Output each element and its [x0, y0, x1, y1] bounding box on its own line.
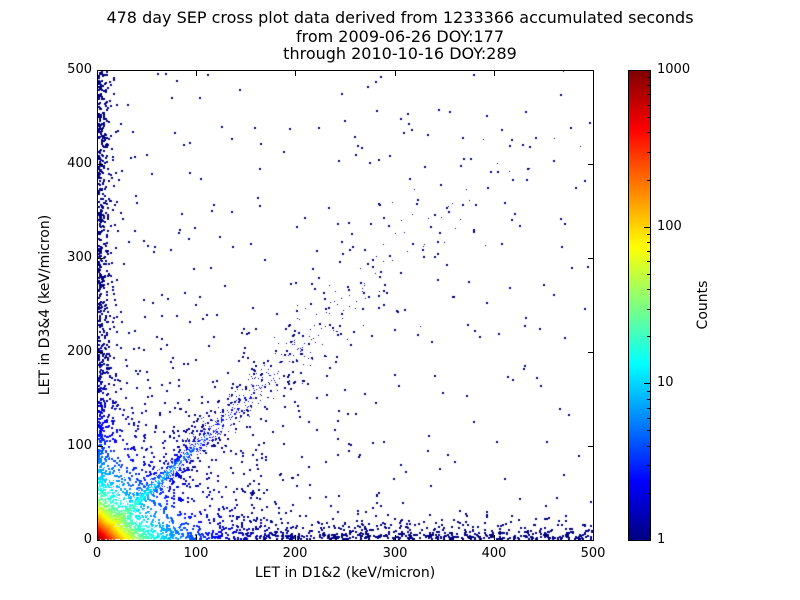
y-tick-label: 0 [83, 532, 92, 547]
y-tick-mark [98, 258, 103, 259]
x-tick-mark [494, 535, 495, 540]
x-tick-mark [593, 535, 594, 540]
x-tick-mark-top [494, 71, 495, 76]
colorbar-minor-tick-mark [647, 274, 650, 275]
colorbar-minor-tick-mark [647, 261, 650, 262]
colorbar-minor-tick-mark [647, 446, 650, 447]
colorbar-minor-tick-mark [647, 465, 650, 466]
colorbar-minor-tick-mark [647, 242, 650, 243]
y-tick-mark [98, 446, 103, 447]
y-tick-mark-right [588, 352, 593, 353]
chart-subtitle-through: through 2010-10-16 DOY:289 [283, 44, 517, 63]
y-tick-mark [98, 540, 103, 541]
x-tick-mark-top [97, 71, 98, 76]
y-tick-mark [98, 164, 103, 165]
x-tick-mark [97, 535, 98, 540]
x-tick-mark [196, 535, 197, 540]
colorbar-minor-tick-mark [647, 493, 650, 494]
colorbar-tick-label: 10 [657, 375, 674, 390]
colorbar-label: Counts [695, 280, 711, 330]
y-tick-mark-right [588, 540, 593, 541]
colorbar-minor-tick-mark [647, 418, 650, 419]
x-tick-label: 200 [282, 546, 308, 561]
colorbar-minor-tick-mark [647, 408, 650, 409]
x-tick-mark-top [196, 71, 197, 76]
scatter-canvas [98, 71, 593, 540]
colorbar-minor-tick-mark [647, 105, 650, 106]
chart-subtitle-from: from 2009-06-26 DOY:177 [295, 27, 504, 46]
y-tick-label: 500 [67, 62, 92, 77]
x-tick-mark-top [395, 71, 396, 76]
colorbar-minor-tick-mark [647, 94, 650, 95]
colorbar-tick-label: 100 [657, 219, 682, 234]
colorbar-minor-tick-mark [647, 336, 650, 337]
y-tick-mark [98, 352, 103, 353]
colorbar-minor-tick-mark [647, 77, 650, 78]
y-tick-mark [98, 70, 103, 71]
colorbar-minor-tick-mark [647, 309, 650, 310]
y-tick-mark-right [588, 164, 593, 165]
x-tick-mark [395, 535, 396, 540]
colorbar-minor-tick-mark [647, 132, 650, 133]
chart-title: 478 day SEP cross plot data derived from… [106, 8, 694, 27]
y-tick-mark-right [588, 258, 593, 259]
colorbar-minor-tick-mark [647, 152, 650, 153]
y-tick-label: 200 [67, 344, 92, 359]
colorbar-minor-tick-mark [647, 251, 650, 252]
x-tick-label: 100 [183, 546, 209, 561]
colorbar-tick-mark [644, 540, 650, 541]
x-tick-label: 0 [92, 546, 102, 561]
y-axis-label: LET in D3&4 (keV/micron) [37, 214, 53, 396]
x-tick-label: 400 [481, 546, 507, 561]
colorbar-minor-tick-mark [647, 180, 650, 181]
y-tick-label: 100 [67, 438, 92, 453]
x-tick-label: 500 [580, 546, 606, 561]
colorbar-minor-tick-mark [647, 85, 650, 86]
colorbar-minor-tick-mark [647, 391, 650, 392]
y-tick-mark-right [588, 446, 593, 447]
colorbar-minor-tick-mark [647, 399, 650, 400]
colorbar-tick-label: 1000 [657, 62, 691, 77]
colorbar-tick-mark [644, 227, 650, 228]
colorbar-minor-tick-mark [647, 289, 650, 290]
y-tick-label: 400 [67, 156, 92, 171]
y-tick-mark-right [588, 70, 593, 71]
colorbar-minor-tick-mark [647, 234, 650, 235]
colorbar-minor-tick-mark [647, 117, 650, 118]
x-tick-mark [295, 535, 296, 540]
colorbar-tick-label: 1 [657, 532, 666, 547]
x-axis-label: LET in D1&2 (keV/micron) [254, 565, 436, 581]
colorbar [628, 70, 651, 541]
colorbar-minor-tick-mark [647, 430, 650, 431]
colorbar-tick-mark [644, 70, 650, 71]
colorbar-tick-mark [644, 383, 650, 384]
x-tick-mark-top [295, 71, 296, 76]
x-tick-label: 300 [382, 546, 408, 561]
x-tick-mark-top [593, 71, 594, 76]
y-tick-label: 300 [67, 250, 92, 265]
